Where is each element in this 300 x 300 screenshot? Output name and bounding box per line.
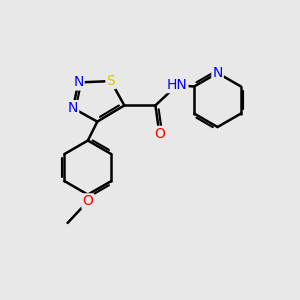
- Text: N: N: [68, 101, 78, 115]
- Text: O: O: [154, 127, 165, 141]
- Text: N: N: [212, 66, 223, 80]
- Text: O: O: [82, 194, 93, 208]
- Text: S: S: [106, 74, 115, 88]
- Text: HN: HN: [167, 78, 188, 92]
- Text: N: N: [73, 75, 84, 89]
